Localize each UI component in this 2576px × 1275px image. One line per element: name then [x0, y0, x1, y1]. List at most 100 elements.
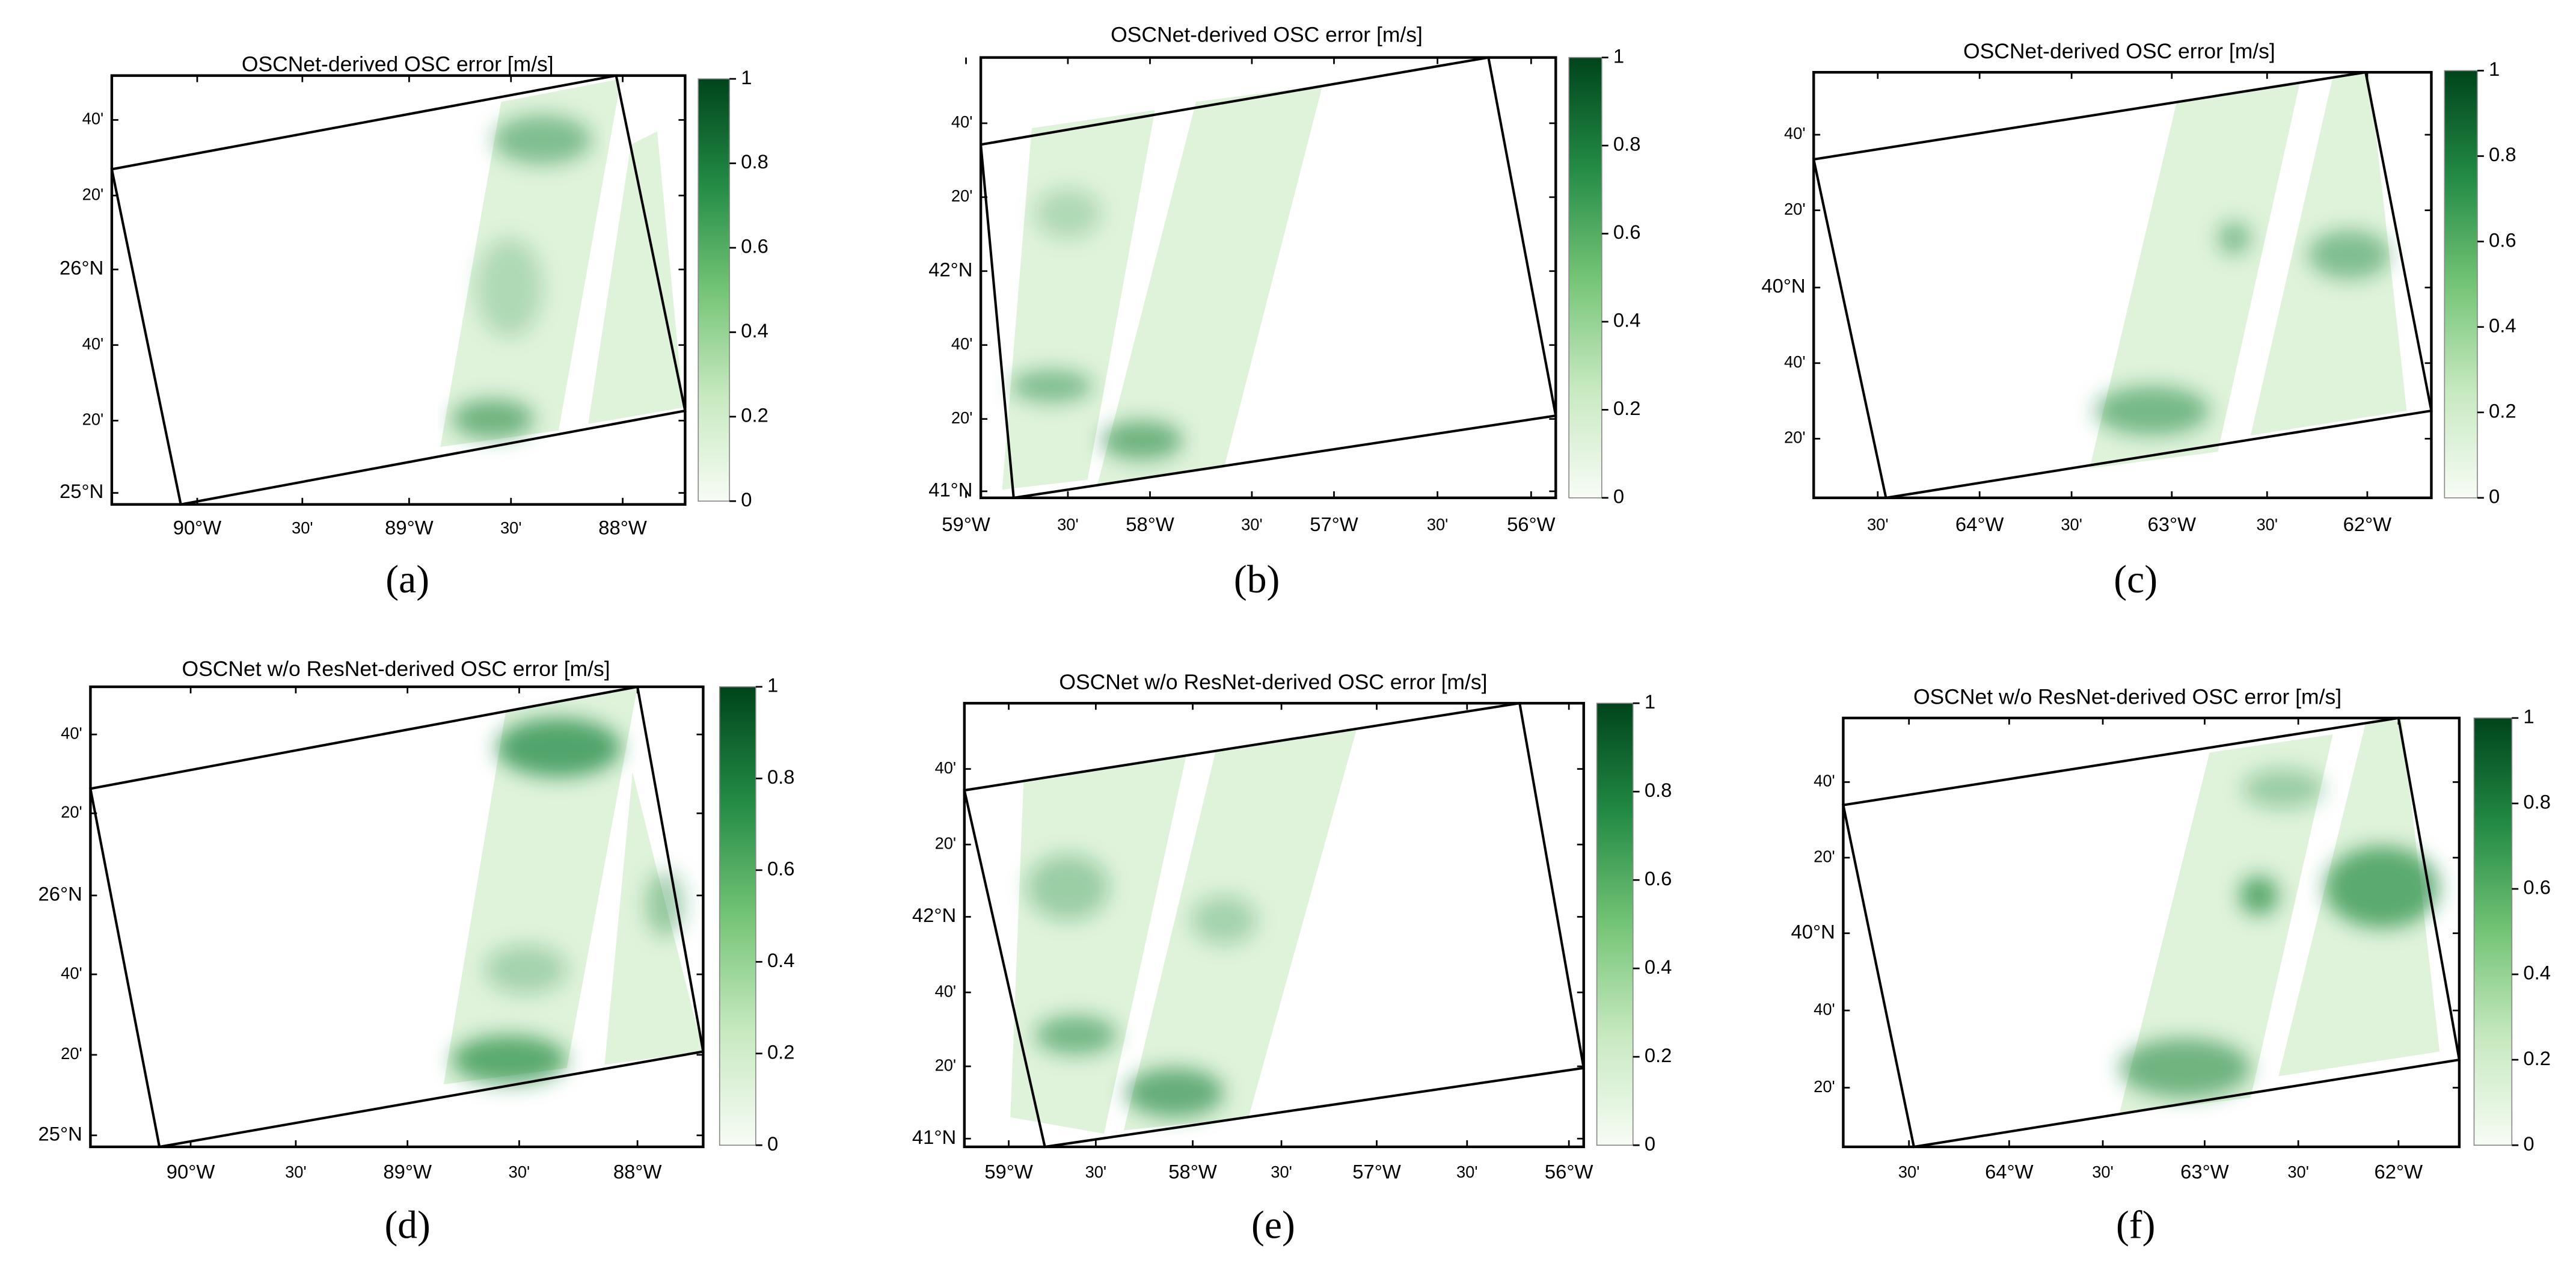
- colorbar-tick-label: 0.4: [741, 319, 768, 342]
- x-tick-label: 30': [1241, 515, 1263, 533]
- x-tick-label: 30': [2061, 515, 2082, 533]
- error-blob: [2324, 846, 2440, 929]
- error-blob: [1191, 895, 1257, 945]
- panel-title: OSCNet-derived OSC error [m/s]: [1963, 39, 2275, 63]
- x-tick-label: 30': [2287, 1163, 2309, 1181]
- colorbar-tick-label: 1: [2523, 705, 2534, 728]
- x-tick-label: 30': [285, 1163, 307, 1181]
- x-tick-label: 30': [1085, 1163, 1107, 1181]
- map-panel: OSCNet w/o ResNet-derived OSC error [m/s…: [1791, 684, 2551, 1247]
- colorbar-tick-label: 0.8: [1645, 779, 1672, 801]
- colorbar-tick-label: 0.4: [2489, 314, 2516, 336]
- y-tick-label: 26°N: [38, 883, 82, 905]
- error-blob: [1100, 420, 1183, 460]
- y-tick-label: 20': [82, 185, 104, 203]
- error-blob: [1026, 854, 1109, 920]
- x-tick-label: 62°W: [2343, 513, 2392, 535]
- error-blob: [2239, 876, 2279, 915]
- y-tick-label: 40': [1814, 1000, 1835, 1018]
- y-tick-label: 40°N: [1761, 275, 1805, 297]
- swath-data: [2119, 719, 2440, 1114]
- x-tick-label: 90°W: [173, 516, 222, 538]
- colorbar-tick-label: 1: [767, 674, 778, 696]
- swath-data: [2090, 72, 2407, 469]
- x-tick-label: 30': [500, 518, 522, 537]
- y-tick-label: 20': [61, 1044, 82, 1063]
- panel-title: OSCNet w/o ResNet-derived OSC error [m/s…: [182, 657, 610, 681]
- x-tick-label: 89°W: [385, 516, 434, 538]
- colorbar: [2444, 70, 2478, 499]
- y-tick-label: 40°N: [1791, 920, 1835, 942]
- colorbar-tick-label: 0.8: [767, 766, 795, 788]
- error-blobs: [452, 717, 685, 1085]
- swath-data: [443, 686, 704, 1085]
- error-blob: [496, 717, 621, 778]
- panel-title: OSCNet-derived OSC error [m/s]: [242, 52, 554, 76]
- x-tick-label: 58°W: [1126, 513, 1174, 535]
- x-tick-label: 30': [1057, 515, 1079, 533]
- map-frame: [963, 702, 1585, 1149]
- error-blobs: [1010, 189, 1183, 460]
- colorbar-tick-label: 0: [1613, 485, 1624, 507]
- panel-label: (f): [2116, 1204, 2155, 1247]
- map-panel: OSCNet-derived OSC error [m/s] 30' 64°W 30'…: [1761, 39, 2516, 601]
- x-tick-label: 56°W: [1507, 513, 1556, 535]
- swath-strip: [588, 131, 684, 424]
- y-tick-label: 20': [61, 803, 82, 822]
- x-tick-label: 30': [2256, 515, 2278, 533]
- x-tick-label: 30': [1427, 515, 1449, 533]
- y-tick-label: 40': [951, 112, 973, 131]
- colorbar: [719, 686, 756, 1146]
- error-blobs: [452, 115, 592, 439]
- map-panel: OSCNet-derived OSC error [m/s] 90°W 30' 89°…: [60, 52, 768, 601]
- map-panel: OSCNet w/o ResNet-derived OSC error [m/s…: [38, 657, 795, 1247]
- colorbar-tick-label: 1: [1613, 45, 1624, 67]
- colorbar-tick-label: 0.6: [2489, 229, 2516, 251]
- colorbar-tick-label: 0.2: [741, 404, 768, 426]
- y-tick-label: 20': [951, 408, 973, 427]
- y-tick-label: 26°N: [60, 257, 103, 279]
- x-tick-label: 30': [2092, 1163, 2114, 1181]
- y-tick-label: 20': [951, 186, 973, 205]
- colorbar-tick-label: 0: [741, 488, 752, 511]
- colorbar-tick-label: 0.2: [1613, 397, 1641, 419]
- y-tick-label: 40': [1784, 124, 1806, 143]
- swath-data: [440, 79, 684, 447]
- x-tick-label: 30': [1867, 515, 1889, 533]
- panel-label: (c): [2114, 558, 2157, 601]
- map-panel: OSCNet-derived OSC error [m/s] 59°W 30' 58°…: [928, 22, 1640, 601]
- y-tick-label: 20': [1814, 1077, 1835, 1096]
- colorbar-tick-label: 0.4: [2523, 962, 2551, 984]
- map-frame: [1812, 71, 2433, 499]
- error-blob: [2218, 221, 2251, 255]
- error-blob: [1035, 1015, 1117, 1055]
- y-tick-label: 20': [935, 1055, 957, 1074]
- error-blobs: [2119, 769, 2440, 1098]
- error-blob: [2119, 1038, 2251, 1098]
- colorbar-tick-label: 0.4: [767, 949, 795, 971]
- colorbar-tick-label: 0.6: [1613, 221, 1641, 243]
- panel-label: (d): [384, 1204, 430, 1247]
- error-blob: [1125, 1068, 1224, 1117]
- error-blob: [452, 1035, 567, 1085]
- x-tick-label: 88°W: [613, 1160, 662, 1182]
- colorbar-tick-label: 0.2: [767, 1040, 795, 1063]
- y-tick-label: 41°N: [912, 1126, 956, 1148]
- y-tick-label: 41°N: [928, 479, 972, 501]
- x-tick-label: 63°W: [2148, 513, 2197, 535]
- y-tick-label: 42°N: [912, 904, 956, 926]
- x-tick-label: 63°W: [2180, 1160, 2229, 1182]
- y-tick-label: 25°N: [38, 1122, 82, 1144]
- panel-label: (a): [385, 558, 429, 601]
- y-tick-label: 40': [61, 724, 82, 742]
- x-tick-label: 64°W: [1985, 1160, 2034, 1182]
- y-tick-label: 40': [1814, 772, 1835, 790]
- y-tick-label: 40': [935, 982, 957, 1000]
- colorbar-tick-label: 0.6: [767, 858, 795, 880]
- colorbar-tick-label: 0.6: [2523, 876, 2551, 899]
- x-tick-label: 30': [292, 518, 313, 537]
- colorbar-tick-label: 0.2: [2489, 399, 2516, 422]
- x-tick-label: 30': [509, 1163, 530, 1181]
- error-blob: [2094, 386, 2210, 435]
